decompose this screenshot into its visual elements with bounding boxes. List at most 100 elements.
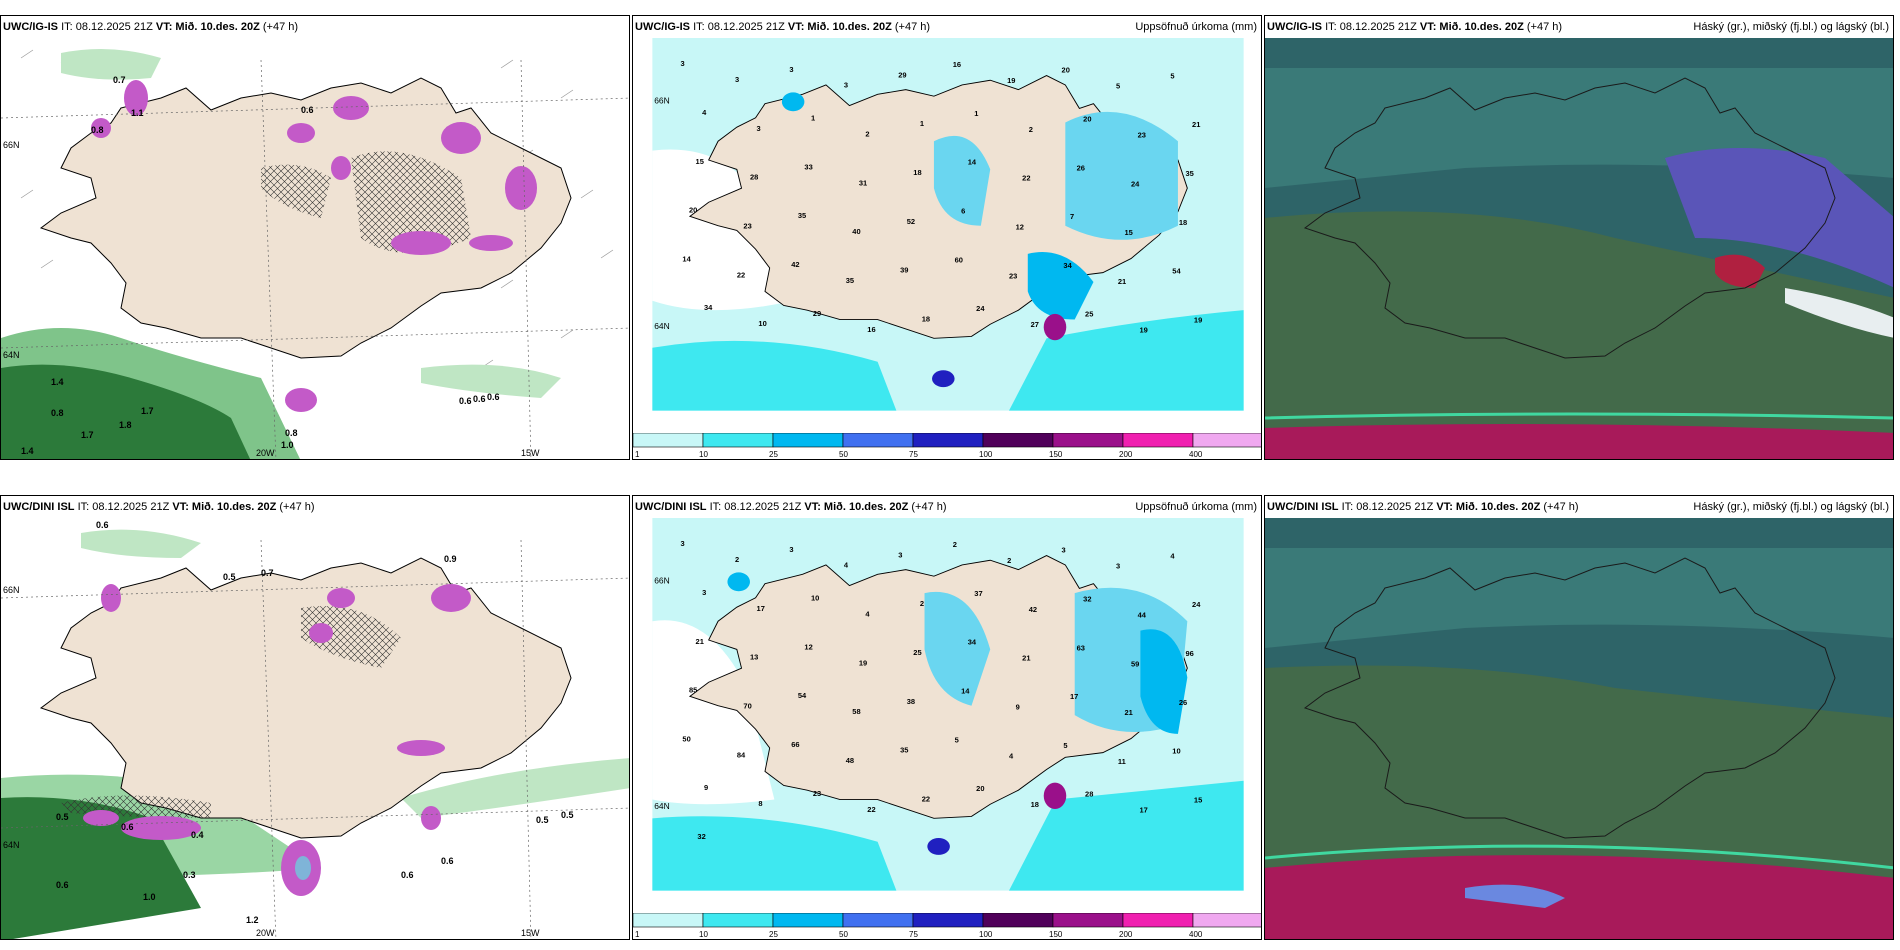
precip-value: 3	[757, 124, 761, 133]
value-label: 0.5	[561, 810, 574, 820]
precip-value: 34	[704, 303, 713, 312]
value-label: 0.5	[56, 812, 69, 822]
panel-header: UWC/IG-IS IT: 08.12.2025 21Z VT: Mið. 10…	[3, 21, 299, 33]
value-label: 0.3	[183, 870, 196, 880]
panel-header: UWC/DINI ISL IT: 08.12.2025 21Z VT: Mið.…	[3, 501, 315, 513]
precip-value: 21	[1118, 277, 1126, 286]
precip-value: 1	[811, 114, 815, 123]
precip-value: 7	[1070, 212, 1074, 221]
precip-value: 5	[955, 735, 959, 744]
panel-precip-dini: UWC/DINI ISL IT: 08.12.2025 21Z VT: Mið.…	[632, 495, 1262, 940]
precip-value: 3	[1116, 562, 1120, 571]
panel-precip-igis: UWC/IG-IS IT: 08.12.2025 21Z VT: Mið. 10…	[632, 15, 1262, 460]
panel-title: Háský (gr.), miðský (fj.bl.) og lágský (…	[1693, 21, 1889, 33]
precip-value: 2	[920, 599, 924, 608]
lat-label: 64N	[654, 321, 669, 331]
value-label: 1.0	[281, 440, 294, 450]
lon-label: 20W	[256, 448, 275, 458]
precip-value: 15	[1124, 228, 1132, 237]
value-label: 1.4	[51, 377, 64, 387]
precip-value: 3	[1062, 546, 1066, 555]
precip-value: 26	[1179, 698, 1187, 707]
colorbar: 1 10 25 50 75 100 150 200 400	[633, 913, 1261, 939]
colorbar-swatch	[912, 433, 984, 448]
precip-value: 50	[682, 734, 690, 743]
lon-label: 20W	[256, 928, 275, 938]
colorbar-swatch	[633, 433, 704, 448]
value-label: 0.6	[96, 520, 109, 530]
colorbar-swatch	[702, 433, 774, 448]
colorbar-swatch	[1122, 433, 1194, 448]
precip-value: 17	[757, 604, 765, 613]
precip-value: 85	[689, 686, 697, 695]
precip-value: 9	[1016, 702, 1020, 711]
precip-value: 37	[974, 589, 982, 598]
precip-value: 2	[865, 130, 869, 139]
colorbar-swatch	[772, 913, 844, 928]
precip-value: 2	[1007, 556, 1011, 565]
lat-label: 66N	[654, 576, 669, 586]
precip-value: 16	[953, 60, 961, 69]
precip-value: 4	[1170, 551, 1175, 560]
value-label: 0.6	[121, 822, 134, 832]
precip-value: 32	[1083, 595, 1091, 604]
precip-value: 28	[1085, 790, 1093, 799]
value-label: 0.6	[441, 856, 454, 866]
value-label: 0.7	[113, 75, 126, 85]
precip-value: 24	[1131, 179, 1140, 188]
precip-value: 24	[1192, 600, 1201, 609]
colorbar-swatch	[842, 433, 914, 448]
value-label: 0.7	[261, 568, 274, 578]
panel-title: Uppsöfnuð úrkoma (mm)	[1135, 501, 1257, 513]
colorbar-swatch	[982, 433, 1054, 448]
colorbar-swatch	[772, 433, 844, 448]
precip-value: 18	[1031, 800, 1039, 809]
precip-value: 10	[758, 319, 766, 328]
colorbar-label: 100	[979, 930, 993, 939]
precip-value: 40	[852, 227, 860, 236]
colorbar-swatch	[842, 913, 914, 928]
precip-value: 38	[907, 697, 915, 706]
colorbar-label: 150	[1049, 450, 1063, 459]
precip-value: 3	[789, 545, 793, 554]
colorbar-label: 50	[839, 450, 848, 459]
precip-value: 3	[898, 550, 902, 559]
precip-value: 4	[702, 108, 707, 117]
precip-value: 21	[1192, 120, 1200, 129]
precip-value: 19	[859, 658, 867, 667]
panel-clouds-dini: UWC/DINI ISL IT: 08.12.2025 21Z VT: Mið.…	[1264, 495, 1894, 940]
colorbar-swatch	[1052, 913, 1124, 928]
lon-label: 15W	[521, 928, 540, 938]
precip-value: 22	[737, 270, 745, 279]
precip-value: 1	[974, 109, 978, 118]
wind-map: 66N 64N 20W 15W 0.7 0.8 1.1 1.4 0.8 1.7 …	[1, 38, 629, 459]
precip-value: 19	[1007, 76, 1015, 85]
panel-title: Uppsöfnuð úrkoma (mm)	[1135, 21, 1257, 33]
precip-value: 23	[743, 222, 751, 231]
precip-value: 18	[1179, 218, 1187, 227]
precip-value: 23	[1138, 130, 1146, 139]
colorbar-label: 10	[699, 450, 708, 459]
cloud-map	[1265, 518, 1893, 939]
precip-value: 34	[968, 638, 977, 647]
lat-label: 66N	[654, 96, 669, 106]
precip-value: 59	[1131, 659, 1139, 668]
precip-value: 48	[846, 756, 854, 765]
precip-value: 18	[913, 168, 921, 177]
precip-value: 44	[1138, 610, 1147, 619]
precip-value: 20	[689, 206, 697, 215]
value-label: 0.5	[223, 572, 236, 582]
lat-label: 64N	[3, 840, 20, 850]
panel-header: UWC/DINI ISL IT: 08.12.2025 21Z VT: Mið.…	[633, 496, 1261, 518]
precip-value: 34	[1063, 261, 1072, 270]
precip-value: 24	[976, 304, 985, 313]
precip-value: 28	[750, 173, 758, 182]
precip-value: 27	[1031, 320, 1039, 329]
wind-map: 66N 64N 20W 15W 0.6 0.5 0.7 0.9 0.5 0.6 …	[1, 518, 629, 939]
colorbar-label: 400	[1189, 930, 1203, 939]
lat-label: 66N	[3, 140, 20, 150]
precip-value: 19	[1194, 315, 1202, 324]
colorbar-label: 150	[1049, 930, 1063, 939]
value-label: 1.7	[81, 430, 94, 440]
colorbar-label: 25	[769, 930, 778, 939]
